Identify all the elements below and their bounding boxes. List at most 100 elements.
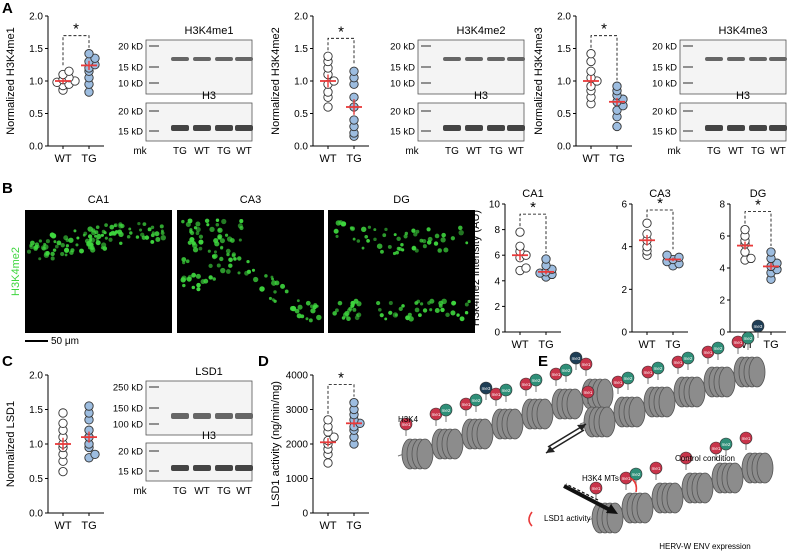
y-tick-label: 4000 [286, 371, 309, 382]
methyl-mark-label: me1 [584, 390, 593, 395]
significance-bracket [62, 35, 90, 66]
blot-me2: H3K4me2 20 kD 15 kD 10 kD 20 kD 15 kD H3 mk TG WT… [390, 25, 525, 157]
chart-title: DG [750, 188, 767, 200]
methyl-mark-me2 [469, 393, 483, 407]
stained-nucleus [89, 238, 93, 242]
stained-nucleus [180, 277, 186, 283]
methyl-mark-me1 [679, 451, 693, 465]
kd-label: 20 kD [652, 42, 677, 53]
y-tick-label: 0.0 [29, 509, 43, 520]
significance-bracket [590, 35, 618, 81]
protein-band [235, 57, 253, 61]
histone-disc [688, 376, 706, 408]
stained-nucleus [419, 238, 424, 243]
stained-nucleus [45, 251, 50, 256]
stained-nucleus [154, 231, 160, 237]
stained-nucleus [96, 233, 102, 240]
stained-nucleus [356, 239, 361, 243]
histone-disc [476, 418, 494, 450]
stained-nucleus [434, 308, 440, 313]
kd-label: 20 kD [118, 447, 143, 458]
y-tick-label: 0.5 [557, 109, 571, 120]
y-tick-label: 0 [494, 328, 500, 339]
x-tick-label: WT [638, 339, 655, 351]
stained-nucleus [356, 301, 362, 307]
protein-band [507, 57, 525, 61]
stained-nucleus [253, 276, 259, 283]
arrowhead [546, 446, 555, 453]
lane-label: TG [489, 146, 503, 157]
up-arrow-icon [528, 511, 533, 527]
stained-nucleus [378, 307, 382, 312]
stained-nucleus [187, 274, 193, 280]
methyl-mark-label: me2 [472, 398, 481, 403]
stained-nucleus [458, 225, 463, 231]
herv-expression-label: HERV-W ENV expression [659, 542, 750, 551]
kd-label: 20 kD [390, 107, 415, 118]
stained-nucleus [332, 311, 337, 316]
kd-label: 100 kD [113, 420, 143, 431]
stained-nucleus [280, 283, 286, 289]
y-tick-label: 0.0 [294, 142, 308, 153]
data-point [612, 81, 622, 91]
stained-nucleus [65, 238, 70, 243]
stained-nucleus [220, 267, 226, 274]
stained-nucleus [403, 234, 408, 239]
stained-nucleus [440, 237, 446, 243]
methyl-mark-label: me2 [684, 356, 693, 361]
data-point [329, 432, 339, 442]
micrograph-title: DG [393, 194, 410, 206]
data-point [58, 466, 68, 477]
significance-bracket [744, 211, 772, 246]
stained-nucleus [193, 226, 198, 230]
stained-nucleus [413, 232, 418, 237]
stained-nucleus [54, 244, 59, 249]
data-point [740, 224, 750, 235]
protein-band [235, 413, 253, 419]
stained-nucleus [251, 268, 256, 272]
kd-label: 10 kD [390, 79, 415, 90]
stained-nucleus [225, 269, 231, 274]
histone-disc [666, 482, 684, 514]
stained-nucleus [49, 232, 55, 238]
protein-band [749, 57, 767, 61]
stained-nucleus [212, 277, 216, 281]
stained-nucleus [273, 299, 277, 303]
x-tick-label: TG [665, 339, 680, 351]
methyl-mark-me1 [739, 431, 753, 445]
stained-nucleus [273, 290, 277, 294]
schematic-e: me1me1me2me1me2me3me1me2me1me2me1me2me3m… [397, 319, 774, 551]
stained-nucleus [126, 235, 131, 239]
stained-nucleus [208, 263, 213, 269]
stained-nucleus [86, 241, 92, 247]
methyl-mark-label: me1 [582, 362, 591, 367]
stained-nucleus [271, 277, 274, 281]
x-tick-label: TG [609, 153, 624, 165]
data-point [586, 66, 596, 76]
methyl-mark-label: me1 [522, 382, 531, 387]
stained-nucleus [38, 239, 42, 243]
methyl-mark-label: me1 [644, 370, 653, 375]
stained-nucleus [296, 313, 302, 319]
stained-nucleus [290, 305, 297, 312]
y-axis-label: Normalized H3K4me1 [5, 27, 17, 135]
stained-nucleus [38, 257, 42, 261]
blot-me3: H3K4me3 20 kD 15 kD 10 kD 20 kD 15 kD H3 mk TG WT… [652, 25, 787, 157]
methyl-mark-label: me3 [482, 386, 491, 391]
stained-nucleus [350, 303, 355, 308]
stained-nucleus [379, 313, 384, 318]
stained-nucleus [160, 231, 165, 236]
methyl-mark-label: me1 [712, 446, 721, 451]
blot-lsd1: LSD1 250 kD 150 kD 100 kD 20 kD 15 kD H3 mk TG WT… [113, 366, 253, 497]
data-point [515, 241, 525, 251]
methyl-mark-label: me3 [754, 324, 763, 329]
stained-nucleus [238, 238, 242, 242]
blot-title: H3K4me3 [719, 25, 768, 37]
h3-band [215, 125, 233, 131]
stained-nucleus [147, 227, 152, 232]
stained-nucleus [191, 272, 197, 278]
methyl-mark-label: me1 [614, 380, 623, 385]
chart-title: CA3 [649, 188, 670, 200]
stained-nucleus [355, 313, 359, 317]
